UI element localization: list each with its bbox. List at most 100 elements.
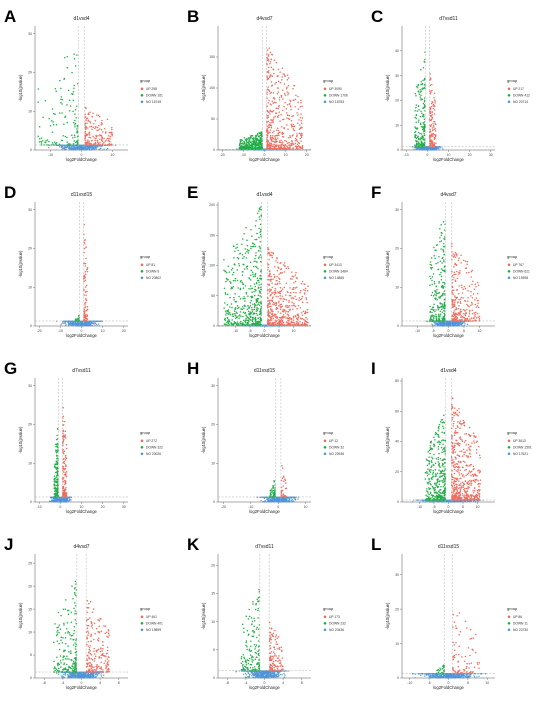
down-point bbox=[63, 78, 65, 80]
no-point bbox=[80, 321, 83, 324]
down-point bbox=[71, 134, 73, 136]
y-tick-label: 10 bbox=[28, 285, 32, 289]
up-point bbox=[89, 111, 91, 114]
up-point bbox=[100, 128, 103, 131]
no-point bbox=[71, 148, 73, 151]
down-point bbox=[258, 304, 261, 306]
down-point bbox=[246, 248, 249, 251]
no-point bbox=[74, 147, 77, 150]
up-point bbox=[86, 306, 89, 308]
no-point bbox=[65, 148, 67, 151]
up-point bbox=[429, 93, 432, 95]
no-point bbox=[431, 147, 433, 149]
no-point bbox=[98, 148, 100, 150]
up-point bbox=[267, 114, 269, 117]
up-point bbox=[432, 122, 434, 125]
down-point bbox=[417, 137, 420, 140]
down-point bbox=[252, 145, 254, 147]
no-point bbox=[80, 148, 82, 150]
up-point bbox=[84, 286, 87, 288]
x-tick-label: 20 bbox=[122, 329, 126, 333]
up-point bbox=[267, 101, 269, 104]
no-point bbox=[67, 146, 69, 148]
up-point bbox=[285, 140, 288, 143]
up-point bbox=[273, 101, 276, 103]
up-point bbox=[276, 134, 278, 137]
up-point bbox=[298, 119, 300, 121]
up-point bbox=[84, 116, 87, 118]
up-point bbox=[431, 116, 434, 119]
up-point bbox=[83, 307, 86, 309]
y-tick-label: 10 bbox=[395, 123, 399, 127]
no-point bbox=[77, 148, 79, 151]
up-point bbox=[274, 145, 277, 148]
up-point bbox=[271, 140, 273, 143]
up-point bbox=[287, 92, 290, 94]
up-point bbox=[267, 60, 270, 62]
down-point bbox=[250, 146, 253, 149]
down-point bbox=[241, 145, 243, 147]
no-point bbox=[95, 147, 97, 150]
up-point bbox=[288, 141, 290, 144]
down-point bbox=[414, 109, 416, 112]
down-point bbox=[52, 123, 55, 126]
up-point bbox=[109, 138, 111, 140]
up-point bbox=[300, 101, 302, 104]
down-point bbox=[37, 135, 39, 138]
down-point bbox=[224, 291, 227, 294]
up-point bbox=[269, 74, 272, 76]
up-point bbox=[299, 116, 302, 119]
no-point bbox=[61, 148, 63, 151]
down-point bbox=[423, 60, 425, 63]
down-point bbox=[74, 136, 76, 138]
no-point bbox=[98, 325, 100, 327]
up-point bbox=[296, 140, 299, 142]
down-point bbox=[251, 140, 253, 142]
up-point bbox=[434, 133, 436, 136]
x-axis-label: log2FoldChange bbox=[66, 333, 97, 338]
no-point bbox=[106, 148, 108, 151]
down-point bbox=[419, 122, 422, 125]
down-point bbox=[250, 144, 253, 146]
up-point bbox=[100, 136, 103, 138]
down-point bbox=[258, 301, 260, 304]
up-point bbox=[271, 75, 274, 77]
y-tick-label: 50 bbox=[211, 294, 215, 298]
up-point bbox=[96, 140, 99, 142]
no-point bbox=[84, 148, 87, 150]
up-point bbox=[273, 143, 275, 146]
down-point bbox=[252, 139, 255, 141]
up-point bbox=[83, 312, 86, 314]
y-tick-label: 40 bbox=[395, 49, 399, 53]
up-point bbox=[281, 76, 283, 78]
up-point bbox=[277, 145, 280, 148]
up-point bbox=[282, 118, 284, 121]
up-point bbox=[431, 139, 433, 142]
up-point bbox=[85, 117, 88, 120]
down-point bbox=[75, 116, 77, 119]
no-point bbox=[93, 146, 95, 148]
no-point bbox=[65, 146, 68, 149]
down-point bbox=[69, 105, 72, 107]
no-point bbox=[92, 323, 95, 325]
down-point bbox=[260, 131, 262, 134]
up-point bbox=[101, 138, 103, 140]
down-point bbox=[423, 133, 425, 135]
up-point bbox=[296, 122, 299, 124]
up-point bbox=[85, 269, 88, 271]
y-tick-label: 30 bbox=[28, 32, 32, 36]
up-point bbox=[272, 140, 275, 143]
up-point bbox=[101, 119, 103, 122]
down-point bbox=[254, 288, 256, 291]
down-point bbox=[243, 136, 246, 139]
down-point bbox=[230, 303, 233, 305]
down-point bbox=[417, 121, 420, 123]
no-point bbox=[431, 149, 433, 151]
up-point bbox=[85, 317, 87, 319]
down-point bbox=[241, 142, 244, 144]
up-point bbox=[435, 142, 437, 145]
down-point bbox=[75, 140, 78, 143]
down-point bbox=[415, 94, 417, 97]
